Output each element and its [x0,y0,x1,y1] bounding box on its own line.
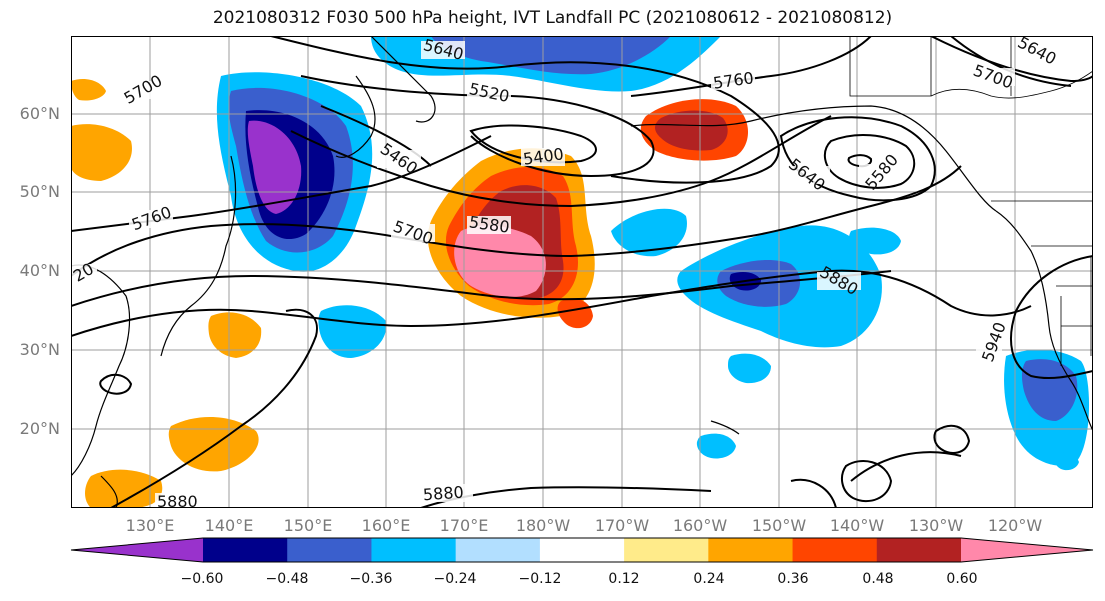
contour-5760-ne [630,36,872,97]
colorbar-extend-high [961,538,1093,562]
shade-region-pos-center-peak [454,225,546,298]
contour-5640-west [270,36,780,184]
colorbar-outline [70,537,1094,563]
colorbar-bin-3 [371,538,457,562]
colorbar-bin-2 [287,538,372,562]
shade-region-neg-east-small [611,208,687,257]
contour-5640-ne [930,36,1093,83]
lon-tick-180w: 180°W [515,516,571,535]
contour-5880 [71,269,1032,337]
lat-tick-50n: 50°N [19,182,60,201]
contour-5520 [300,75,655,178]
cb-tick-neg-060: −0.60 [180,571,224,587]
cb-tick-neg-036: −0.36 [349,571,393,587]
lon-tick-140e: 140°E [204,516,254,535]
colorbar-bin-8 [792,538,878,562]
map-canvas: 5640 5520 5760 5700 5640 5700 5460 5400 … [71,36,1093,508]
contour-labels: 5640 5520 5760 5700 5640 5700 5460 5400 … [71,36,1060,508]
shade-region-neg-west-peak [247,120,302,214]
lat-tick-20n: 20°N [19,419,60,438]
graticule [71,36,1093,508]
cb-tick-neg-048: −0.48 [265,571,309,587]
lon-tick-130e: 130°E [125,516,175,535]
contour-low-gulf [779,116,936,202]
contour-5820 [71,270,892,307]
lon-tick-150e: 150°E [283,516,333,535]
contour-5400 [469,124,597,164]
lat-tick-40n: 40°N [19,261,60,280]
lon-tick-170e: 170°E [439,516,489,535]
shade-region-neg-small-1 [318,305,387,358]
cb-tick-pos-024: 0.24 [693,571,725,587]
shade-region-neg-southeast-core [1021,359,1078,421]
lat-tick-30n: 30°N [19,340,60,359]
cb-tick-pos-060: 0.60 [946,571,978,587]
contour-label-5880-south: 5880 [422,483,464,505]
lon-tick-170w: 170°W [594,516,650,535]
cb-tick-pos-048: 0.48 [862,571,894,587]
shade-region-pos-southwest-2 [208,312,262,358]
lon-tick-150w: 150°W [751,516,807,535]
lon-tick-140w: 140°W [829,516,885,535]
colorbar-bin-6 [624,538,709,562]
contour-5940 [1010,255,1093,380]
colorbar-bin-5 [539,538,625,562]
shade-region-pos-northeast-core [655,110,728,151]
cb-tick-neg-024: −0.24 [433,571,477,587]
contour-5580 [290,115,832,208]
lon-tick-130w: 130°W [908,516,964,535]
colorbar-bin-4 [455,538,541,562]
colorbar [70,537,1094,563]
lon-tick-120w: 120°W [987,516,1043,535]
map-panel: 5640 5520 5760 5700 5640 5700 5460 5400 … [71,36,1093,508]
contour-small-1 [99,373,133,395]
shade-region-pos-center-tail [557,298,593,329]
ivt-shading [71,36,1090,508]
colorbar-bin-7 [708,538,794,562]
cb-tick-pos-036: 0.36 [777,571,809,587]
contour-small-2 [933,424,971,454]
contour-small-3 [840,460,893,503]
shade-region-neg-small-5 [1054,452,1079,471]
shade-region-neg-small-3 [696,433,736,459]
lat-tick-60n: 60°N [19,104,60,123]
shade-region-neg-small-2 [728,353,771,384]
cb-tick-pos-012: 0.12 [608,571,640,587]
contour-5880-south [110,308,318,508]
colorbar-extend-low [71,538,203,562]
lon-tick-160w: 160°W [672,516,728,535]
contour-small-5 [790,478,837,508]
contour-5700 [71,165,962,277]
cb-tick-neg-012: −0.12 [518,571,562,587]
contour-small-4 [850,451,962,482]
shade-region-neg-small-4 [849,227,901,255]
contour-5460 [320,105,432,167]
colorbar-segments [71,538,1093,562]
shade-region-pos-west-edge-2 [71,79,106,101]
colorbar-bin-9 [876,538,962,562]
colorbar-bin-1 [203,538,288,562]
contour-label-5880-sw: 5880 [157,492,198,508]
lon-tick-160e: 160°E [361,516,411,535]
figure-title: 2021080312 F030 500 hPa height, IVT Land… [212,8,893,28]
shade-region-pos-west-edge [71,124,132,181]
